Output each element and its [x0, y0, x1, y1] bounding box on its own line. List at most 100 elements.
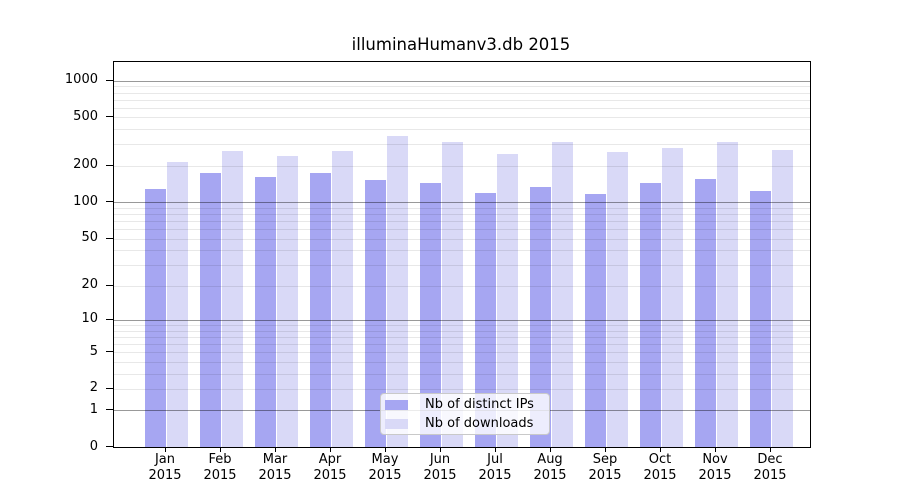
plot-area: Nb of distinct IPs Nb of downloads	[113, 61, 811, 448]
legend-item-distinct-ips: Nb of distinct IPs	[385, 397, 543, 412]
x-tick-label: Feb 2015	[203, 452, 237, 483]
y-tick	[106, 164, 113, 166]
gridline	[114, 324, 810, 326]
gridline	[114, 165, 810, 167]
gridline	[114, 86, 810, 88]
x-tick-label: Jun 2015	[423, 452, 457, 483]
x-tick-label: Dec 2015	[753, 452, 787, 483]
bar-downloads	[386, 135, 408, 447]
bar-downloads	[606, 151, 628, 447]
y-tick	[106, 446, 113, 447]
legend-swatch-downloads	[385, 418, 408, 429]
x-tick	[220, 447, 221, 452]
y-tick-label: 0	[89, 438, 98, 454]
x-tick	[440, 447, 441, 452]
y-tick	[106, 79, 113, 81]
x-tick-label: Jan 2015	[148, 452, 182, 483]
bar-distinct-ips	[529, 186, 551, 447]
bar-distinct-ips	[199, 172, 221, 447]
gridline	[114, 330, 810, 332]
gridline	[114, 229, 810, 230]
gridline	[114, 238, 810, 240]
y-tick-label: 1000	[64, 72, 98, 88]
x-tick	[715, 447, 716, 452]
x-tick	[275, 447, 276, 452]
bar-distinct-ips	[694, 178, 716, 447]
bar-downloads	[166, 162, 188, 447]
x-tick	[495, 447, 496, 452]
gridline	[114, 221, 810, 222]
gridline	[114, 207, 810, 209]
x-tick	[770, 447, 771, 452]
y-tick	[106, 237, 113, 239]
gridline	[114, 129, 810, 131]
bar-downloads	[276, 155, 298, 447]
bar-distinct-ips	[254, 176, 276, 447]
bar-distinct-ips	[584, 194, 606, 447]
y-tick-label: 20	[81, 277, 98, 293]
gridline	[114, 373, 810, 375]
bar-distinct-ips	[749, 191, 771, 447]
gridline	[114, 99, 810, 101]
bar-downloads	[496, 154, 518, 447]
x-tick	[660, 447, 661, 452]
x-tick-label: Sep 2015	[588, 452, 622, 483]
gridline	[114, 117, 810, 119]
gridline	[114, 214, 810, 215]
gridline	[114, 319, 810, 321]
legend-item-downloads: Nb of downloads	[385, 416, 543, 431]
y-tick	[106, 116, 113, 118]
gridline	[114, 92, 810, 94]
gridline	[114, 80, 810, 82]
bar-distinct-ips	[419, 183, 441, 447]
gridline	[114, 285, 810, 287]
gridline	[114, 388, 810, 390]
gridline	[114, 264, 810, 266]
y-tick	[106, 201, 113, 203]
gridline	[114, 361, 810, 363]
x-tick-label: Oct 2015	[643, 452, 677, 483]
y-tick-label: 50	[81, 230, 98, 245]
chart-title: illuminaHumanv3.db 2015	[351, 35, 571, 54]
y-tick	[106, 284, 113, 286]
y-tick	[106, 318, 113, 320]
gridline	[114, 343, 810, 345]
x-tick	[165, 447, 166, 452]
legend-label-distinct-ips: Nb of distinct IPs	[425, 397, 534, 412]
x-tick	[605, 447, 606, 452]
x-tick-label: Aug 2015	[533, 452, 567, 483]
bar-distinct-ips	[474, 192, 496, 447]
y-tick	[106, 387, 113, 389]
y-tick-label: 5	[89, 343, 98, 359]
gridline	[114, 352, 810, 353]
bar-downloads	[221, 150, 243, 447]
y-tick-label: 100	[73, 193, 98, 209]
x-tick-label: Mar 2015	[258, 452, 292, 483]
bar-distinct-ips	[364, 179, 386, 447]
x-tick-label: May 2015	[368, 452, 402, 483]
gridline	[114, 202, 810, 204]
bar-downloads	[771, 149, 793, 447]
bar-distinct-ips	[144, 188, 166, 447]
bar-downloads	[716, 141, 738, 447]
x-tick	[550, 447, 551, 452]
x-tick-label: Apr 2015	[313, 452, 347, 483]
x-tick-label: Nov 2015	[698, 452, 732, 483]
bar-distinct-ips	[639, 182, 661, 447]
x-tick	[385, 447, 386, 452]
bar-distinct-ips	[309, 173, 331, 447]
y-tick-label: 1	[89, 401, 98, 417]
gridline	[114, 144, 810, 146]
y-tick-label: 500	[73, 108, 98, 124]
bar-downloads	[441, 142, 463, 447]
legend-swatch-distinct-ips	[385, 399, 408, 410]
gridline	[114, 336, 810, 338]
x-tick	[330, 447, 331, 452]
gridline	[114, 250, 810, 252]
bar-downloads	[331, 150, 353, 447]
y-tick-label: 2	[89, 380, 98, 396]
y-tick	[106, 409, 113, 411]
legend-label-downloads: Nb of downloads	[425, 416, 534, 431]
gridline	[114, 107, 810, 109]
bar-downloads	[551, 142, 573, 447]
